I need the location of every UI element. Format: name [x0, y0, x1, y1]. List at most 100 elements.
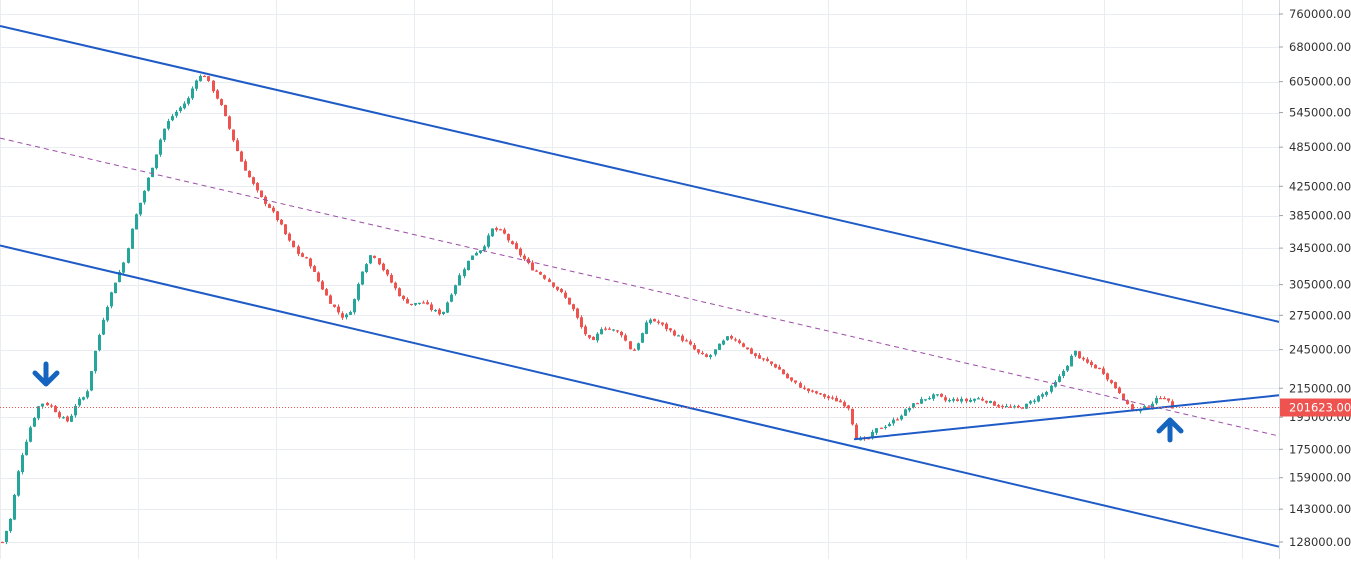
candle-body [94, 350, 97, 372]
last-price-label: 201623.00 [1289, 401, 1351, 415]
candle-body [365, 264, 368, 273]
candle-body [471, 255, 474, 260]
candle-body [17, 471, 20, 496]
price-tick-label: 305000.00 [1289, 278, 1351, 292]
candle-body [37, 406, 40, 419]
candle-body [920, 399, 923, 404]
candle-body [932, 394, 935, 399]
candle-body [406, 299, 409, 304]
candle-body [426, 302, 429, 305]
candle-body [418, 302, 421, 304]
candle-body [592, 336, 595, 341]
candle-body [361, 271, 364, 285]
candle-body [693, 345, 696, 350]
candle-body [762, 358, 765, 360]
candle-body [637, 343, 640, 350]
candle-body [782, 369, 785, 375]
candle-body [936, 394, 939, 396]
candle-body [236, 140, 239, 152]
candle-body [754, 353, 757, 357]
candle-body [924, 399, 927, 401]
candle-body [491, 228, 494, 237]
candle-body [548, 279, 551, 282]
drawings[interactable] [0, 24, 1280, 548]
price-tick-label: 425000.00 [1289, 179, 1351, 193]
candle-body [1122, 393, 1125, 401]
candle-body [33, 417, 36, 427]
candle-body [414, 303, 417, 305]
candle-body [106, 307, 109, 321]
price-axis[interactable]: 760000.00 680000.00 605000.00 545000.00 4850… [1279, 0, 1351, 559]
candle-body [665, 323, 668, 330]
candle-body [118, 271, 121, 283]
candle-body [240, 151, 243, 162]
candle-body [697, 349, 700, 353]
support-trendline[interactable] [853, 394, 1280, 441]
candle-body [228, 116, 231, 129]
channel-midline[interactable] [0, 137, 1280, 437]
candle-body [543, 275, 546, 279]
candle-body [313, 266, 316, 272]
candle-body [151, 167, 154, 178]
candle-body [345, 314, 348, 318]
candle-body [1005, 406, 1008, 408]
candle-body [268, 204, 271, 208]
candle-body [503, 229, 506, 234]
candle-body [288, 233, 291, 241]
candle-body [216, 90, 219, 99]
candle-body [1078, 351, 1081, 359]
candle-body [847, 405, 850, 409]
candle-body [317, 272, 320, 282]
candle-body [1025, 403, 1028, 409]
upper-channel[interactable] [0, 24, 1280, 323]
candle-body [1074, 350, 1077, 356]
candle-body [483, 246, 486, 251]
candle-body [199, 75, 202, 82]
candle-body [499, 229, 502, 231]
candle-body [66, 416, 69, 422]
candle-body [373, 255, 376, 258]
lower-channel[interactable] [0, 244, 1280, 548]
markers[interactable] [32, 361, 1184, 443]
candle-body [896, 419, 899, 421]
candle-body [114, 282, 117, 294]
candle-body [1163, 397, 1166, 400]
candle-body [1058, 376, 1061, 382]
candle-body [1114, 382, 1117, 389]
candle-body [446, 302, 449, 313]
candle-body [21, 455, 24, 473]
candle-body [608, 328, 611, 330]
candle-body [620, 331, 623, 336]
candle-body [127, 248, 130, 263]
candle-body [46, 402, 49, 406]
candle-body [1029, 401, 1032, 404]
candle-body [260, 190, 263, 198]
candle-body [778, 366, 781, 370]
candles [1, 74, 1174, 545]
candle-body [981, 398, 984, 401]
candle-body [1102, 368, 1105, 374]
candle-body [74, 405, 77, 416]
candle-body [305, 257, 308, 259]
candle-body [78, 398, 81, 406]
candle-body [794, 380, 797, 383]
candle-body [770, 361, 773, 364]
candle-body [5, 530, 8, 543]
candle-body [568, 297, 571, 305]
candle-body [179, 107, 182, 111]
candle-body [1013, 406, 1016, 408]
candle-body [386, 269, 389, 275]
candle-body [220, 99, 223, 106]
candle-body [143, 190, 146, 203]
candle-body [357, 284, 360, 300]
candle-body [612, 329, 615, 331]
candle-body [875, 428, 878, 433]
candle-body [786, 373, 789, 379]
price-tick-label: 680000.00 [1289, 40, 1351, 54]
candle-body [13, 494, 16, 520]
candle-body [669, 328, 672, 331]
candle-body [641, 333, 644, 343]
candle-body [122, 262, 125, 273]
